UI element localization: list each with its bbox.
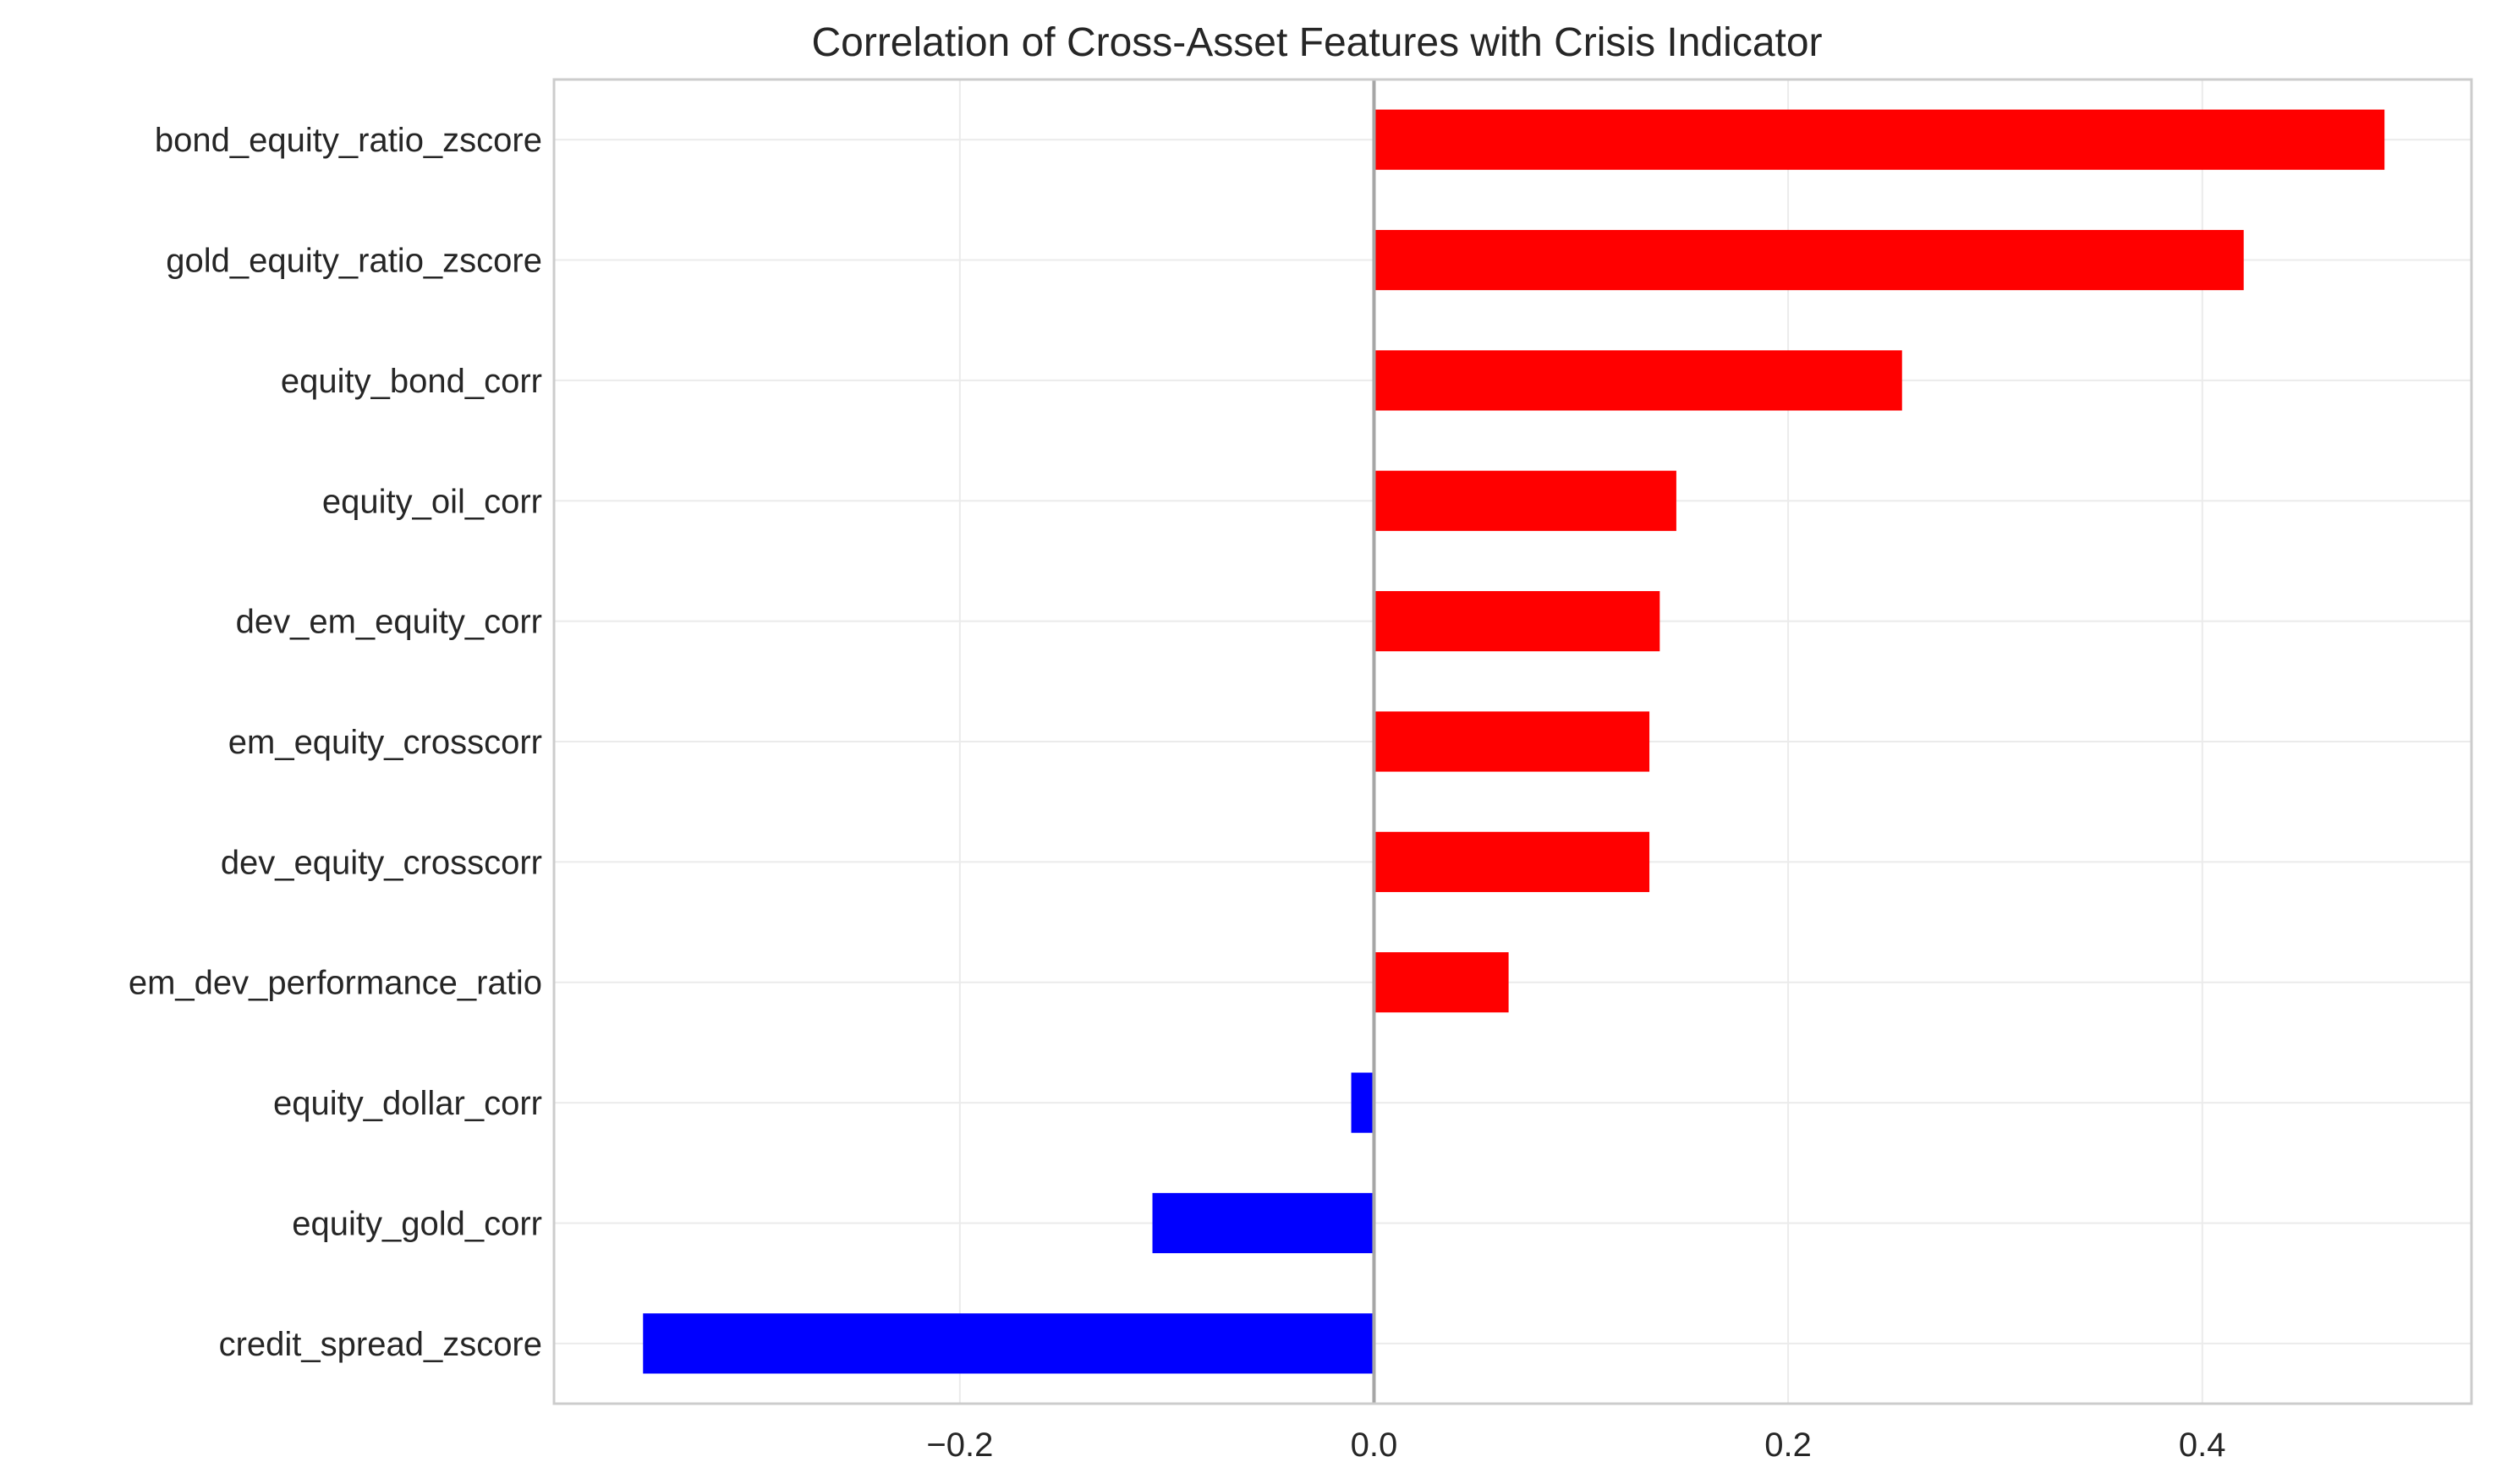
x-tick-label: 0.0: [1351, 1427, 1398, 1464]
y-tick-label: em_equity_crosscorr: [228, 724, 542, 761]
x-tick-label: −0.2: [926, 1427, 993, 1464]
axis-layer: −0.2 0.0 0.2 0.4 bond_equity_ratio_zscoregol…: [129, 78, 2473, 1464]
y-tick-label: gold_equity_ratio_zscore: [166, 243, 542, 280]
bar-equity-oil-corr: [1374, 470, 1676, 531]
y-tick-label: equity_dollar_corr: [273, 1085, 542, 1122]
bar-equity-dollar-corr: [1351, 1072, 1374, 1133]
y-tick-label: equity_bond_corr: [281, 363, 542, 400]
plot-frame: [552, 78, 2473, 1405]
bar-dev-em-equity-corr: [1374, 591, 1660, 652]
bar-em-dev-performance-ratio: [1374, 952, 1509, 1013]
bar-equity-gold-corr: [1152, 1192, 1374, 1254]
x-tick-label: 0.4: [2179, 1427, 2226, 1464]
bar-em-equity-crosscorr: [1374, 711, 1650, 772]
bar-layer: [643, 109, 2385, 1374]
y-tick-label: credit_spread_zscore: [219, 1326, 542, 1363]
bar-bond-equity-ratio-zscore: [1374, 109, 2385, 170]
y-tick-label: equity_gold_corr: [292, 1205, 542, 1242]
bar-dev-equity-crosscorr: [1374, 831, 1650, 892]
y-tick-label: dev_em_equity_corr: [236, 604, 542, 641]
bar-credit-spread-zscore: [643, 1313, 1374, 1374]
y-tick-label: em_dev_performance_ratio: [129, 965, 542, 1002]
y-tick-label: dev_equity_crosscorr: [221, 844, 542, 881]
x-tick-label: 0.2: [1764, 1427, 1812, 1464]
bar-equity-bond-corr: [1374, 350, 1902, 411]
y-tick-label: bond_equity_ratio_zscore: [155, 122, 542, 159]
y-tick-label: equity_oil_corr: [322, 483, 542, 520]
bar-gold-equity-ratio-zscore: [1374, 229, 2244, 291]
chart-title: Correlation of Cross-Asset Features with…: [811, 20, 1822, 65]
